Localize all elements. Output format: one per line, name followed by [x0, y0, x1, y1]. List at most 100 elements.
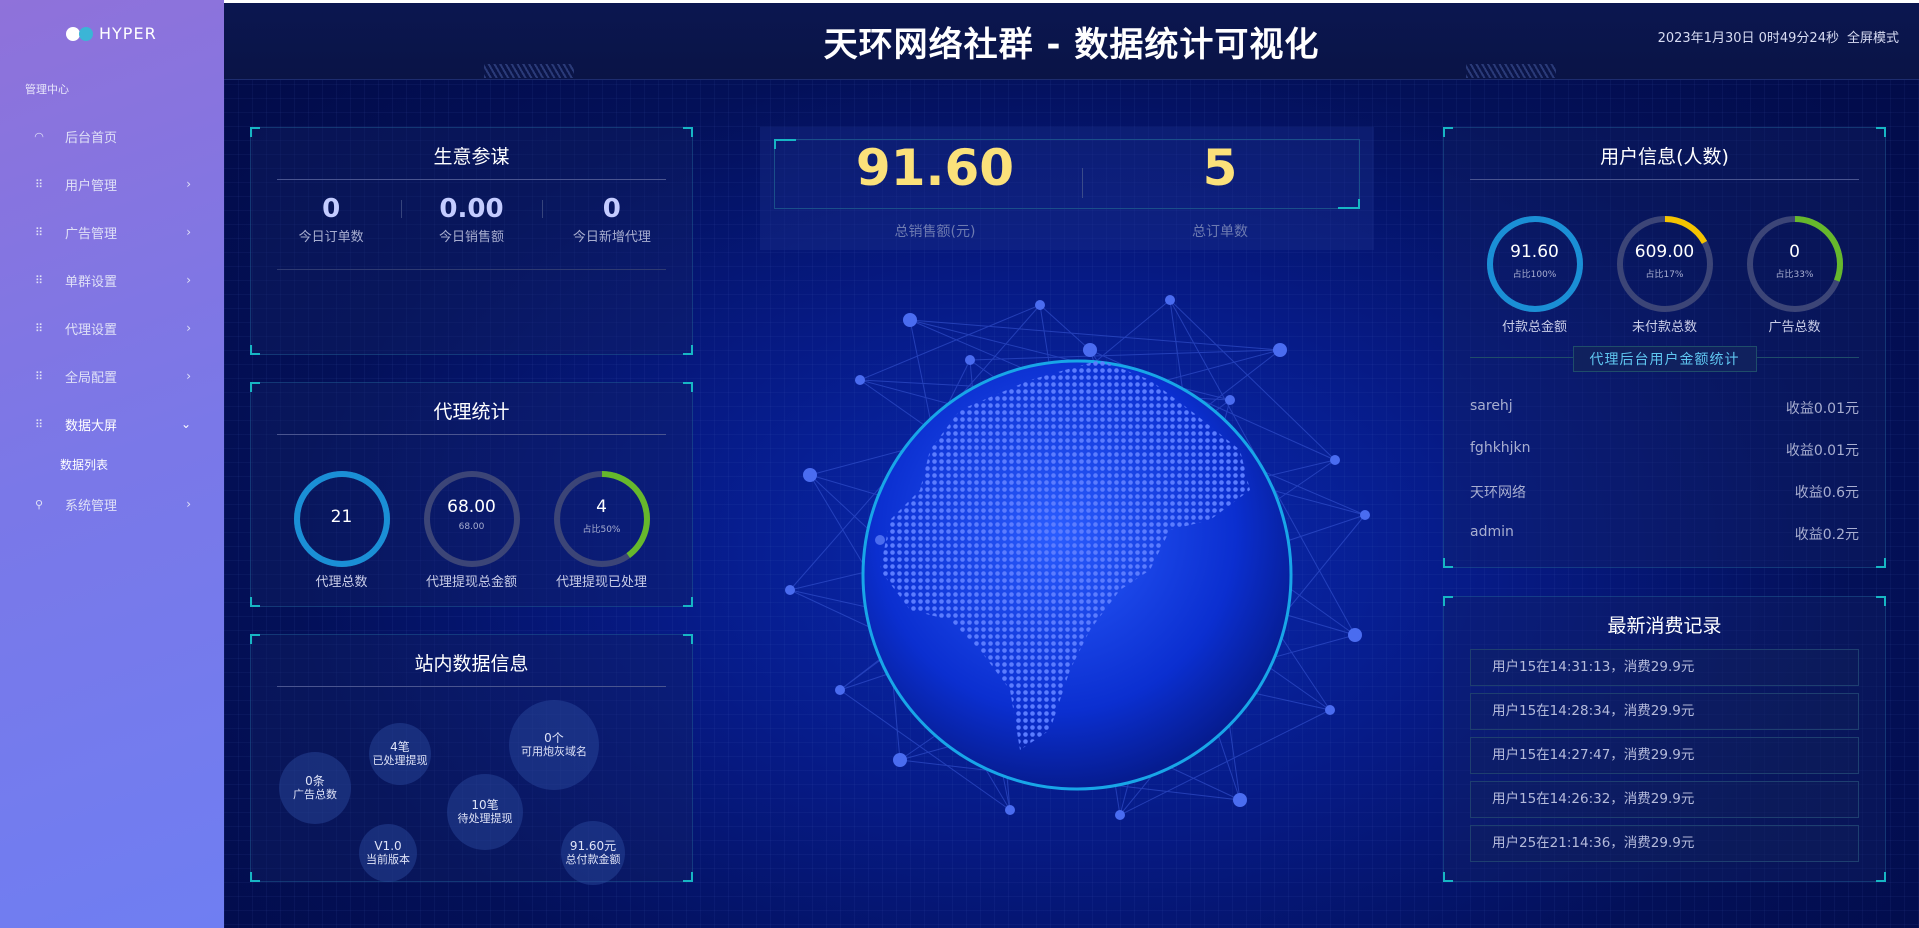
sidebar-item-global-config[interactable]: ⠿ 全局配置 ›	[0, 352, 224, 400]
stat-label: 今日订单数	[298, 230, 364, 245]
network-node	[803, 468, 817, 482]
user-earnings: 收益0.6元	[1794, 485, 1859, 501]
sidebar-section-title: 管理中心	[25, 83, 69, 96]
ring-value: 0	[1789, 242, 1800, 262]
list-item: 用户15在14:26:32，消费29.9元	[1470, 781, 1859, 818]
network-node	[893, 753, 907, 767]
network-line	[969, 349, 1281, 361]
network-node	[1348, 628, 1362, 642]
ring-label: 广告总数	[1768, 320, 1821, 335]
sidebar-item-home[interactable]: ◠ 后台首页	[0, 112, 224, 160]
sidebar-item-ads[interactable]: ⠿ 广告管理 ›	[0, 208, 224, 256]
user-earnings-list: sarehj 收益0.01元 fghkhjkn 收益0.01元 天环网络 收益0.6元…	[1470, 398, 1859, 566]
chevron-right-icon: ›	[186, 177, 191, 191]
stat-today-sales: 0.00 今日销售额	[401, 194, 541, 245]
bubble-domains: 0个 可用炮灰域名	[509, 700, 599, 790]
sidebar-item-label: 数据大屏	[65, 418, 118, 434]
ring-gauge: 68.00 68.00 代理提现总金额	[422, 469, 522, 590]
network-node	[1273, 343, 1287, 357]
ring-sub: 占比50%	[582, 525, 621, 535]
kpi-frame	[774, 139, 1360, 209]
list-item: fghkhjkn 收益0.01元	[1470, 440, 1859, 482]
divider	[277, 269, 666, 270]
sidebar-item-label: 单群设置	[65, 274, 118, 290]
top-strip	[224, 0, 1919, 3]
ring-fill	[1746, 216, 1843, 312]
network-node	[785, 585, 795, 595]
grid-icon: ⠿	[34, 273, 44, 287]
ring-fill	[1486, 216, 1583, 312]
network-node	[855, 375, 865, 385]
ring-sub: 占比17%	[1645, 270, 1684, 280]
panel-title: 代理统计	[277, 397, 666, 435]
kpi-total-sales: 91.60 总销售额(元)	[790, 143, 1080, 241]
user-name: admin	[1470, 524, 1514, 540]
grid-icon: ⠿	[34, 321, 44, 335]
ring-value: 609.00	[1634, 242, 1695, 262]
header-decoration	[1466, 64, 1556, 78]
list-item: sarehj 收益0.01元	[1470, 398, 1859, 440]
bubble-value: 0个	[544, 730, 564, 745]
network-node	[903, 313, 917, 327]
grid-icon: ⠿	[34, 225, 44, 239]
subsection-header: 代理后台用户金额统计	[1470, 346, 1859, 372]
network-node	[1325, 705, 1335, 715]
ring-chart	[423, 471, 520, 567]
ring-gauge: 91.60 占比100% 付款总金额	[1485, 214, 1585, 335]
network-node	[835, 685, 845, 695]
subsection-title: 代理后台用户金额统计	[1572, 346, 1757, 372]
recent-consumption-panel: 最新消费记录 用户15在14:31:13，消费29.9元 用户15在14:28:…	[1443, 596, 1886, 882]
sidebar-item-label: 用户管理	[65, 178, 118, 194]
page-title: 天环网络社群 - 数据统计可视化	[823, 25, 1320, 65]
ring-value: 4	[596, 497, 607, 517]
kpi-summary: 91.60 总销售额(元) 5 总订单数	[760, 127, 1374, 250]
network-line	[909, 319, 1281, 351]
kpi-total-orders: 5 总订单数	[1075, 143, 1365, 241]
sidebar-item-agent-settings[interactable]: ⠿ 代理设置 ›	[0, 304, 224, 352]
ring-chart	[293, 471, 390, 567]
network-node	[1165, 295, 1175, 305]
stat-today-new-agents: 0 今日新增代理	[541, 194, 682, 245]
bubble-total-paid: 91.60元 总付款金额	[561, 821, 625, 885]
ring-fill	[1616, 216, 1713, 312]
fullscreen-button[interactable]: 全屏模式	[1846, 31, 1899, 46]
list-item: 用户25在21:14:36，消费29.9元	[1470, 825, 1859, 862]
header-decoration	[484, 64, 574, 78]
sidebar-nav: ◠ 后台首页 ⠿ 用户管理 › ⠿ 广告管理 › ⠿ 单群设置 › ⠿ 代理设置 › ⠿ 全局配置 ›…	[0, 112, 224, 528]
user-earnings: 收益0.01元	[1785, 443, 1859, 459]
logo[interactable]: HYPER	[66, 24, 157, 43]
ring-fill	[553, 471, 650, 567]
network-line	[839, 689, 1011, 811]
user-rings: 91.60 占比100% 付款总金额 609.00 占比17% 未付款总数 0 …	[1444, 214, 1885, 335]
map-pin-icon: ⚲	[34, 497, 44, 511]
bubble-label: 可用炮灰域名	[521, 744, 587, 758]
ring-label: 付款总金额	[1501, 320, 1567, 335]
sidebar-item-data-screen[interactable]: ⠿ 数据大屏 ⌄	[0, 400, 224, 448]
agent-panel: 代理统计 21 代理总数 68.00 68.00 代理提现总金额 4 占比50%…	[250, 382, 693, 607]
user-name: 天环网络	[1470, 485, 1526, 501]
network-node	[1083, 343, 1097, 357]
ring-chart	[1746, 216, 1843, 312]
bubble-value: 91.60元	[569, 838, 617, 853]
panel-title: 站内数据信息	[277, 649, 666, 687]
network-node	[1115, 810, 1125, 820]
stat-label: 今日销售额	[438, 230, 504, 245]
network-node	[1035, 300, 1045, 310]
consumption-list: 用户15在14:31:13，消费29.9元 用户15在14:28:34，消费29…	[1470, 649, 1859, 869]
list-item: 天环网络 收益0.6元	[1470, 482, 1859, 524]
grid-icon: ⠿	[34, 417, 44, 431]
header-right: 2023年1月30日 0时49分24秒 全屏模式	[1650, 27, 1899, 46]
bubble-value: 0条	[305, 773, 325, 788]
sidebar-subitem-data-list[interactable]: 数据列表	[60, 457, 109, 472]
sidebar-item-users[interactable]: ⠿ 用户管理 ›	[0, 160, 224, 208]
kpi-label: 总订单数	[1192, 224, 1248, 240]
bubble-label: 待处理提现	[457, 811, 513, 825]
sidebar-item-group-settings[interactable]: ⠿ 单群设置 ›	[0, 256, 224, 304]
sidebar-item-system[interactable]: ⚲ 系统管理 ›	[0, 480, 224, 528]
user-name: sarehj	[1470, 398, 1513, 414]
ring-sub: 68.00	[458, 522, 485, 532]
network-line	[1119, 709, 1331, 816]
network-node	[875, 535, 885, 545]
bubble-ad-count: 0条 广告总数	[279, 752, 351, 824]
network-node	[965, 355, 975, 365]
